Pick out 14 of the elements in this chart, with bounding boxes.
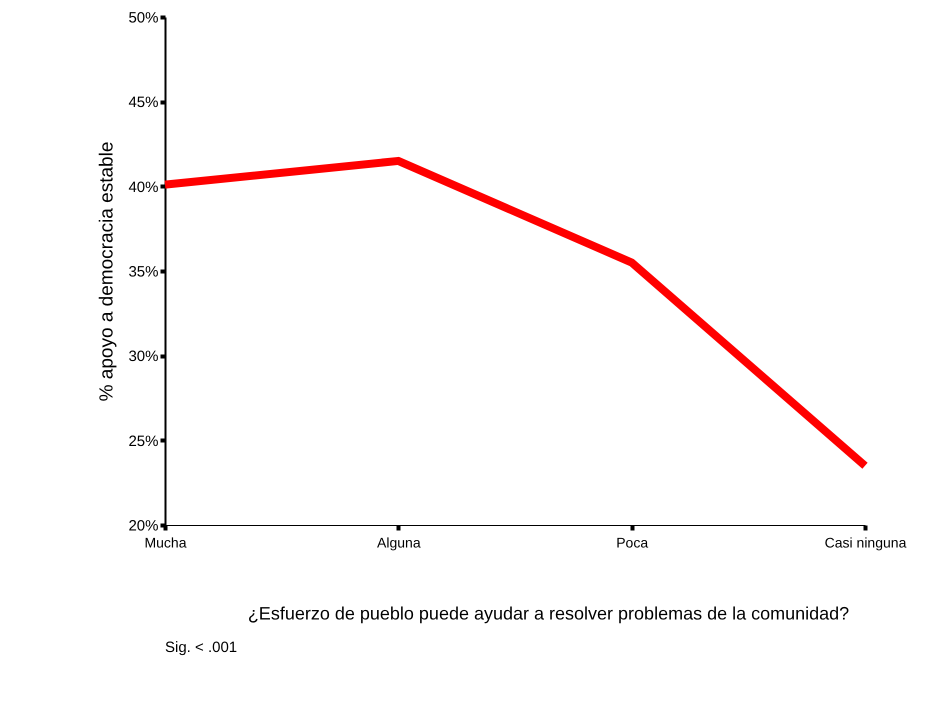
y-tick-label: 30% [128,348,158,366]
x-tick-label: Mucha [144,534,187,550]
x-tick-label: Poca [616,534,648,550]
text: Sig. < .001 [165,639,238,656]
x-tick-label: Alguna [377,534,421,550]
y-tick-label: 50% [128,10,158,26]
y-tick-label: 25% [128,432,158,450]
x-tick-label: Casi ninguna [824,534,907,550]
y-axis-title: % apoyo a democracia estable [96,142,118,402]
y-tick-label: 40% [128,178,158,196]
y-tick-label: 45% [128,94,158,112]
x-axis-title: ¿Esfuerzo de pueblo puede ayudar a resolver problemas de la comunidad? [248,604,850,624]
y-tick-label: 35% [128,264,158,280]
y-tick-label: 20% [128,518,158,534]
